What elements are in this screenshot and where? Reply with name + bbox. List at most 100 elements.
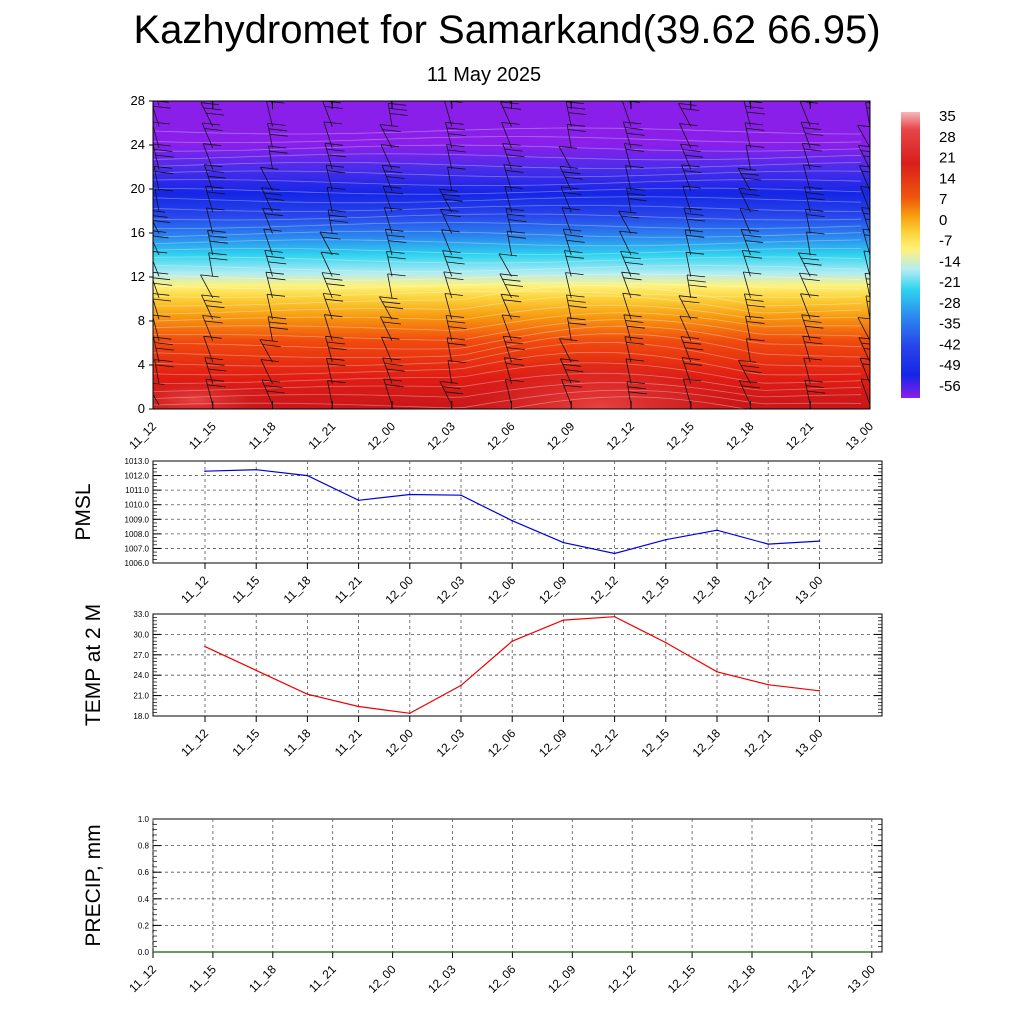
- wind-barb-flag: [262, 344, 281, 347]
- warm-core-region: [450, 354, 750, 409]
- wind-barb-staff: [383, 207, 393, 234]
- data-point: [451, 951, 454, 953]
- x-tick-label: 11_18: [281, 726, 314, 759]
- wind-barb-staff: [200, 274, 214, 299]
- wind-barb-flag: [504, 284, 524, 287]
- wind-barb-flag: [268, 316, 287, 320]
- y-tick-label: 12: [131, 269, 145, 284]
- wind-barb-flag: [386, 176, 405, 179]
- wind-barb: [498, 253, 518, 277]
- colorbar-strip: [901, 112, 920, 398]
- wind-barb: [624, 143, 644, 170]
- y-tick-label: 8: [138, 313, 145, 328]
- wind-barb-staff: [153, 297, 160, 320]
- data-point: [511, 519, 513, 522]
- wind-barb-flag: [445, 85, 463, 87]
- wind-barb-flag: [446, 337, 466, 341]
- wind-barb-flag: [866, 86, 884, 88]
- wind-barb-staff: [379, 124, 393, 149]
- wind-barb-flag: [504, 148, 523, 152]
- data-point: [716, 529, 718, 531]
- wind-barb-flag: [154, 283, 173, 286]
- wind-barb: [266, 293, 286, 320]
- wind-barb-flag: [743, 79, 761, 81]
- wind-barb: [681, 164, 702, 191]
- wind-barb: [323, 121, 342, 148]
- x-tick-label: 11_18: [281, 573, 314, 606]
- wind-barb-staff: [799, 101, 811, 127]
- wind-barb-flag: [858, 145, 870, 148]
- wind-barb-flag: [152, 85, 170, 87]
- x-tick-label: 11_15: [229, 726, 262, 759]
- wind-barb-flag: [685, 213, 704, 216]
- wind-barb-flag: [565, 272, 584, 275]
- wind-barb-flag: [267, 85, 285, 87]
- wind-barb: [267, 123, 288, 148]
- wind-barb-flag: [153, 210, 166, 213]
- x-tick-label: 12_18: [723, 419, 757, 453]
- wind-barb-staff: [200, 102, 214, 127]
- contour-line: [153, 319, 862, 341]
- wind-barb-flag: [567, 123, 586, 127]
- contour-line: [153, 230, 862, 238]
- wind-barb-flag: [860, 378, 870, 381]
- wind-barb: [860, 378, 870, 406]
- wind-barb-staff: [679, 123, 692, 149]
- wind-barb-staff: [744, 122, 751, 148]
- data-point: [331, 951, 334, 953]
- wind-barb: [506, 230, 527, 256]
- wind-barb-flag: [264, 213, 283, 217]
- wind-barb: [444, 293, 463, 320]
- y-tick-label: 1010.0: [125, 501, 150, 510]
- wind-barb: [380, 144, 400, 170]
- wind-barb-staff: [327, 380, 333, 406]
- wind-barb-flag: [619, 230, 638, 234]
- wind-barb-flag: [862, 228, 870, 231]
- wind-barb-staff: [857, 125, 870, 149]
- wind-barb: [153, 210, 171, 234]
- wind-barb: [265, 271, 286, 298]
- wind-barb-flag: [625, 148, 644, 152]
- contour-line: [153, 291, 862, 298]
- wind-barb-flag: [206, 305, 225, 309]
- data-point: [255, 468, 257, 471]
- wind-barb-flag: [154, 149, 173, 152]
- wind-barb-flag: [382, 357, 401, 361]
- wind-barb-flag: [507, 213, 526, 217]
- wind-barb-flag: [386, 368, 405, 372]
- wind-barb: [625, 165, 644, 191]
- wind-barb-flag: [155, 188, 174, 192]
- wind-barb-flag: [505, 363, 524, 366]
- y-tick-label: 16: [131, 225, 145, 240]
- x-tick-label: 12_00: [382, 573, 416, 607]
- wind-barb: [263, 228, 282, 256]
- wind-barb: [202, 143, 222, 170]
- contour-lines: [153, 127, 862, 409]
- wind-barb-flag: [564, 234, 584, 238]
- wind-barb-staff: [380, 316, 393, 341]
- contour-line: [153, 382, 862, 399]
- wind-barb-flag: [624, 143, 643, 146]
- contour-line: [153, 312, 862, 331]
- wind-barb-flag: [385, 191, 404, 195]
- wind-barb-flag: [806, 231, 825, 235]
- wind-barb: [566, 123, 587, 148]
- wind-barb: [738, 187, 760, 213]
- wind-barb-flag: [154, 165, 173, 169]
- y-tick-label: 18.0: [133, 712, 149, 721]
- wind-barb: [443, 271, 464, 298]
- wind-barb-flag: [386, 234, 405, 238]
- wind-barb-flag: [682, 357, 701, 360]
- wind-barb-flag: [501, 122, 520, 125]
- y-tick-label: 4: [138, 357, 145, 372]
- wind-barb-flag: [565, 255, 584, 259]
- wind-barb-staff: [559, 166, 572, 191]
- wind-barb-flag: [153, 251, 168, 254]
- wind-barb-flag: [445, 121, 464, 125]
- wind-barb: [504, 186, 523, 213]
- wind-barb-staff: [324, 143, 333, 170]
- wind-barb-staff: [261, 379, 273, 406]
- wind-barb-flag: [383, 378, 402, 382]
- x-tick-label: 12_15: [638, 573, 672, 607]
- wind-barb-staff: [858, 337, 870, 363]
